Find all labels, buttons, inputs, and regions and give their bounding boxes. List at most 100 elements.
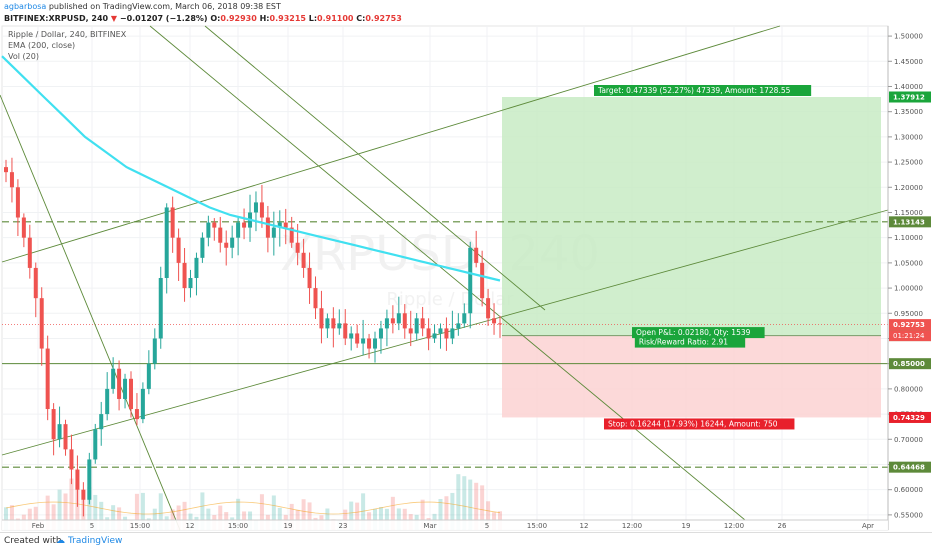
candle-body [242, 222, 247, 228]
candle-body [343, 323, 348, 339]
candle-body [295, 242, 300, 253]
volume-bar [9, 505, 14, 530]
candle-body [450, 328, 455, 339]
candle-body [361, 338, 366, 344]
candle-body [188, 278, 193, 289]
support-1-price-tag: 0.85000 [893, 360, 925, 368]
volume-bar [378, 507, 383, 530]
price-tick-label: 1.10000 [894, 234, 923, 242]
target-price-tag-bg [889, 91, 931, 103]
candle-body [170, 207, 175, 238]
stop-label-text: Stop: 0.16244 (17.93%) 16244, Amount: 75… [608, 419, 778, 428]
candle-body [176, 237, 181, 263]
candle-body [486, 298, 491, 319]
volume-bar [277, 507, 282, 530]
ohlc-line: BITFINEX:XRPUSD, 240 ▼ −0.01207 (−1.28%)… [4, 14, 402, 23]
candle-body [146, 363, 151, 389]
tradingview-brand[interactable]: TradingView [68, 536, 123, 546]
candle-body [63, 424, 68, 450]
candle-body [87, 459, 92, 500]
candle-body [9, 172, 14, 188]
candle-body [498, 323, 502, 325]
candle-body [134, 409, 139, 420]
candle-body [355, 333, 360, 344]
risk-reward-label[interactable]: Risk/Reward Ratio: 2.91 [634, 336, 746, 348]
candle-body [301, 252, 306, 268]
volume-bar [462, 476, 467, 530]
support-2-price-tag: 0.64468 [893, 464, 925, 472]
volume-bar [182, 501, 187, 530]
candle-body [75, 469, 80, 490]
volume-bar [390, 496, 395, 530]
volume-bar [206, 508, 211, 530]
candle-body [224, 242, 229, 248]
countdown-tag: 01:21:24 [893, 332, 925, 340]
candle-body [474, 247, 479, 263]
legend-ema: EMA (200, close) [8, 41, 76, 50]
price-tick-label: 1.20000 [894, 184, 923, 192]
candle-body [331, 318, 336, 329]
ema-200-line [1, 55, 501, 282]
candle-body [105, 388, 110, 415]
candle-body [271, 227, 276, 238]
target-label[interactable]: Target: 0.47339 (52.27%) 47339, Amount: … [594, 85, 812, 97]
last-price-tag-bg [889, 319, 931, 331]
low-value: 0.91100 [317, 14, 354, 23]
time-tick-label: 12 [580, 522, 589, 530]
countdown-tag-bg [889, 330, 931, 342]
support-1-price-tag-bg [889, 358, 931, 370]
volume-bar [420, 499, 425, 530]
volume-bar [301, 499, 306, 530]
candle-body [414, 318, 419, 334]
volume-bar [176, 505, 181, 530]
pnl-label[interactable]: Open P&L: 0.02180, Qty: 1539 [632, 327, 765, 339]
volume-bar [307, 502, 312, 530]
price-tick-label: 1.25000 [894, 159, 923, 167]
support-2-price-tag-bg [889, 461, 931, 473]
candle-body [313, 288, 318, 309]
volume-bar [93, 494, 98, 530]
time-tick-label: 15:00 [527, 522, 547, 530]
candle-body [378, 328, 383, 339]
volume-ma-line [5, 501, 501, 515]
price-tick-label: 1.05000 [894, 259, 923, 267]
volume-bar [396, 508, 401, 530]
candle-body [337, 323, 342, 329]
price-tick-label: 1.00000 [894, 285, 923, 293]
candle-body [99, 414, 104, 430]
volume-bar [140, 492, 145, 530]
candle-body [212, 222, 217, 228]
candle-body [307, 267, 312, 289]
stop-price-tag-bg [889, 411, 931, 423]
volume-bar [444, 496, 449, 530]
descending-line-1 [0, 94, 181, 531]
volume-bar [384, 508, 389, 530]
candle-body [182, 262, 187, 289]
candle-body [438, 328, 443, 334]
candle-body [128, 378, 133, 410]
candle-body [253, 202, 258, 213]
time-tick-label: 12:00 [622, 522, 642, 530]
volume-bar [45, 495, 50, 530]
volume-bar [51, 504, 56, 530]
candle-body [456, 323, 461, 329]
low-label: L: [308, 14, 318, 23]
volume-bar [271, 495, 276, 530]
volume-bar [438, 499, 443, 530]
candle-body [93, 429, 98, 460]
stop-label[interactable]: Stop: 0.16244 (17.93%) 16244, Amount: 75… [604, 418, 795, 430]
high-label: H: [259, 14, 270, 23]
candle-body [289, 227, 294, 243]
open-value: 0.92930 [220, 14, 257, 23]
volume-bar [289, 503, 294, 530]
time-tick-label: 15:00 [228, 522, 248, 530]
open-label: O: [210, 14, 221, 23]
candle-body [236, 222, 241, 238]
close-label: C: [356, 14, 366, 23]
high-value: 0.93215 [269, 14, 306, 23]
candle-body [426, 328, 431, 339]
descending-line-3 [204, 25, 546, 311]
author-link[interactable]: agbarbosa [4, 2, 47, 11]
price-tick-label: 1.15000 [894, 209, 923, 217]
